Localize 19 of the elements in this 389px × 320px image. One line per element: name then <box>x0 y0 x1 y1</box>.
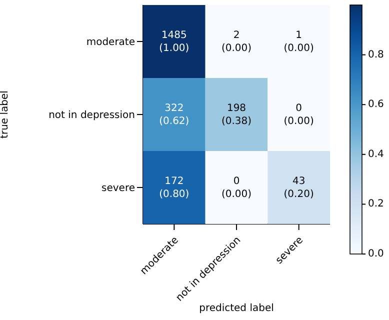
data-label: 0 (0.00) <box>221 176 252 200</box>
data-label: 322 (0.62) <box>159 102 190 126</box>
color-bar-label: 0.2 <box>368 198 384 210</box>
color-bar-label: 0.6 <box>368 99 384 110</box>
y-axis-title: true label <box>0 90 11 138</box>
data-label: 198 (0.38) <box>221 102 252 126</box>
y-tick-label: not in depression <box>48 110 135 122</box>
color-bar-label: 0.0 <box>368 248 384 260</box>
y-tick-label: moderate <box>86 37 135 48</box>
x-axis-title: predicted label <box>199 303 274 314</box>
data-label: 172 (0.80) <box>159 176 190 200</box>
color-bar-label: 0.4 <box>368 148 384 160</box>
data-label: 1 (0.00) <box>284 30 314 54</box>
color-bar-label: 0.8 <box>368 49 384 60</box>
data-label: 0 (0.00) <box>284 102 314 126</box>
data-label: 1485 (1.00) <box>159 30 190 54</box>
data-label: 2 (0.00) <box>221 30 252 54</box>
data-label: 43 (0.20) <box>284 176 314 200</box>
y-tick-label: severe <box>102 183 135 194</box>
